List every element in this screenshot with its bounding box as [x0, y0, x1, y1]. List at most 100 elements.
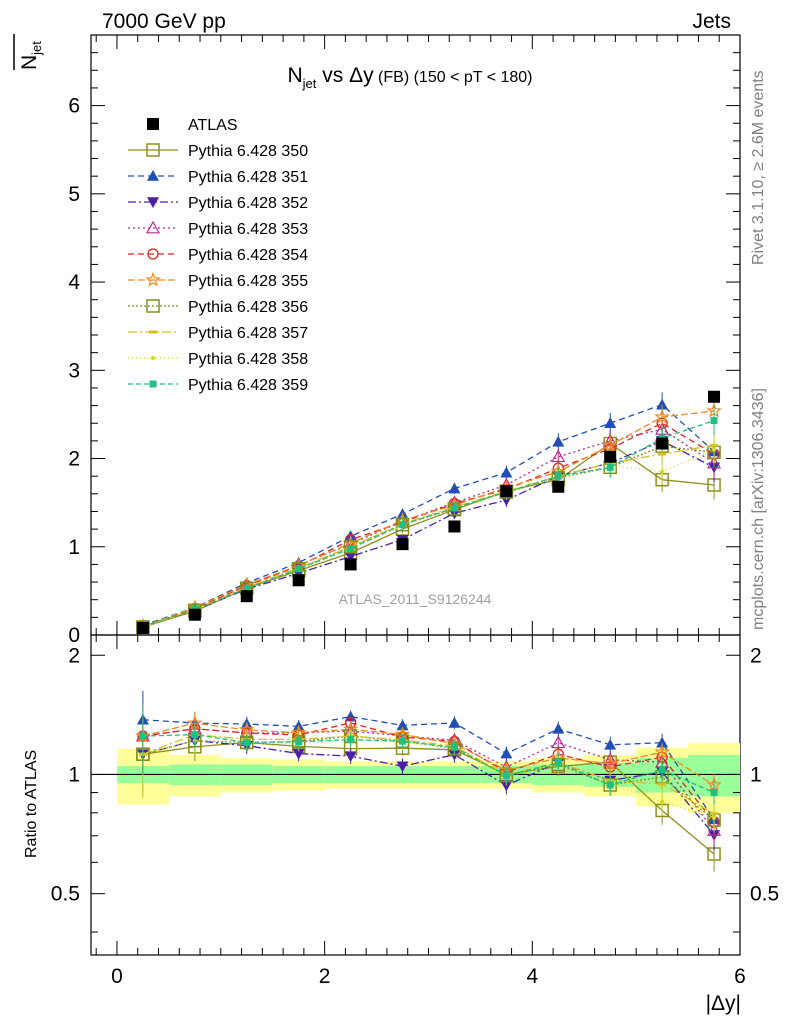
ratio-point-1 [656, 736, 669, 748]
series-point-9 [295, 565, 303, 573]
ratio-point-9 [243, 738, 251, 746]
main-panel: 0 1 2 3 4 5 6 Njet vs Δy (FB) (150 < pT < 180)… [68, 34, 741, 647]
ratio-series-layer [135, 690, 722, 872]
series-point-9 [243, 584, 251, 592]
series-line-5 [142, 410, 715, 627]
ratio-line-7 [142, 733, 715, 815]
x-axis-title: |Δy| [706, 992, 741, 1015]
series-point-8 [659, 469, 665, 474]
ratio-point-9 [606, 781, 614, 789]
x-tick-label: 6 [734, 965, 746, 988]
ratio-axis-title: Ratio to ATLAS [23, 750, 40, 858]
data-point [344, 558, 357, 571]
series-line-1 [142, 403, 715, 626]
analysis-id: ATLAS_2011_S9126244 [339, 591, 492, 607]
data-point [500, 485, 513, 498]
x-tick-label: 2 [319, 965, 331, 988]
x-tick-label: 4 [526, 965, 538, 988]
ratio-line-6 [142, 735, 715, 821]
data-point [448, 520, 461, 533]
legend-marker-3 [145, 220, 161, 234]
ratio-point-9 [554, 759, 562, 767]
ratio-y-tick-label-right: 2 [750, 644, 762, 667]
main-series-layer [135, 390, 722, 634]
mcplots-label: mcplots.cern.ch [arXiv:1306.3436] [750, 388, 767, 630]
data-point [656, 437, 669, 450]
series-point-5 [654, 408, 670, 424]
series-point-1 [448, 482, 461, 494]
ratio-line-9 [142, 733, 715, 794]
ratio-x-axis: 0 2 4 6 [95, 635, 746, 988]
series-point-1 [552, 435, 565, 447]
ratio-y-axis: 0.5 0.5 1 1 2 2 [51, 644, 779, 933]
y-tick-label: 5 [68, 183, 80, 206]
legend-label-4: Pythia 6.428 354 [188, 247, 308, 264]
legend-marker-4 [147, 248, 159, 260]
rivet-label: Rivet 3.1.10, ≥ 2.6M events [750, 70, 767, 265]
ratio-point-1 [552, 722, 565, 734]
chart-title-fb: (FB) [374, 69, 410, 86]
series-point-8 [711, 447, 717, 452]
series-point-9 [347, 545, 355, 553]
chart-title-main: N [288, 64, 303, 87]
series-point-9 [710, 417, 718, 425]
series-point-9 [399, 521, 407, 529]
legend-label-5: Pythia 6.428 355 [188, 273, 308, 290]
y-axis-title-sub: jet [29, 41, 44, 56]
main-y-axis: 0 1 2 3 4 5 6 [68, 52, 740, 647]
chart-title-sub: jet [302, 76, 317, 91]
ratio-point-9 [191, 731, 199, 739]
legend-label-6: Pythia 6.428 356 [188, 299, 308, 316]
data-point [604, 450, 617, 463]
data-point [136, 621, 149, 634]
process-label: Jets [692, 10, 731, 33]
legend-marker-0 [146, 143, 160, 157]
series-point-6 [395, 517, 410, 532]
series-line-6 [142, 445, 715, 628]
ratio-point-2 [396, 761, 409, 773]
legend-label-3: Pythia 6.428 353 [188, 221, 308, 238]
series-point-5 [602, 437, 619, 452]
ratio-point-1 [448, 716, 461, 728]
ratio-point-9 [139, 732, 147, 740]
y-axis-title-main: N [18, 55, 41, 70]
series-point-2 [344, 551, 357, 563]
svg-text:Njet: Njet [18, 41, 44, 70]
ratio-point-1 [396, 719, 409, 731]
data-point [188, 608, 201, 621]
y-tick-label: 4 [68, 271, 80, 294]
series-line-2 [142, 440, 715, 628]
ratio-line-2 [142, 739, 715, 836]
ratio-y-tick-label: 1 [68, 763, 80, 786]
ratio-panel: 0.5 0.5 1 1 2 2 0 2 4 6 Ratio to ATLAS [23, 634, 779, 988]
series-point-9 [450, 504, 458, 512]
x-tick-label: 0 [111, 965, 123, 988]
legend-label-1: Pythia 6.428 351 [188, 169, 308, 186]
legend-marker-data [147, 118, 159, 130]
ratio-line-0 [142, 741, 715, 855]
ratio-y-tick-label: 2 [68, 644, 80, 667]
legend-label-7: Pythia 6.428 357 [188, 325, 308, 342]
ratio-point-5 [602, 755, 619, 771]
y-tick-label: 2 [68, 448, 80, 471]
legend-marker-8 [150, 355, 156, 361]
ratio-point-9 [502, 772, 510, 780]
legend-label-8: Pythia 6.428 358 [188, 351, 308, 368]
chart-title-vs: vs Δy [316, 64, 374, 87]
y-tick-label: 6 [68, 95, 80, 118]
data-point [708, 390, 721, 403]
ratio-point-2 [500, 780, 513, 792]
y-axis-title: Njet [13, 34, 44, 70]
series-point-9 [606, 463, 614, 471]
series-line-9 [142, 419, 715, 627]
ratio-point-8 [711, 815, 717, 820]
energy-label: 7000 GeV pp [102, 10, 226, 33]
ratio-y-tick-label-right: 0.5 [750, 883, 779, 906]
y-tick-label: 3 [68, 359, 80, 382]
series-point-1 [500, 466, 513, 478]
chart-title: Njet vs Δy (FB) (150 < pT < 180) [288, 64, 533, 91]
legend-label-data: ATLAS [188, 117, 238, 134]
legend-label-2: Pythia 6.428 352 [188, 195, 308, 212]
ratio-point-1 [500, 747, 513, 759]
